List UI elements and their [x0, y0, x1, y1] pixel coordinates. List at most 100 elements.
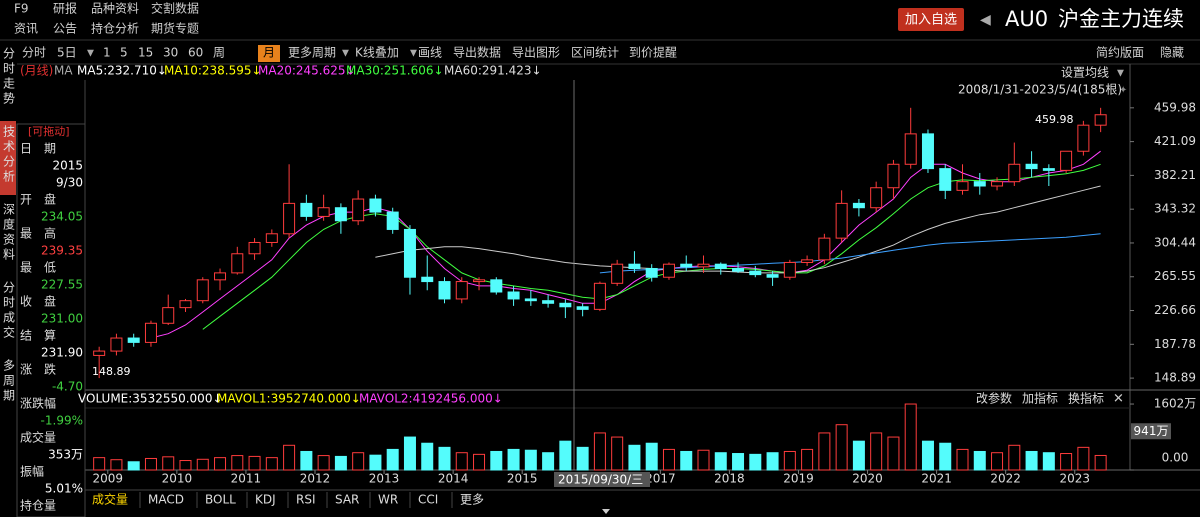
volume-bar: [317, 455, 330, 471]
candle-body: [1025, 163, 1038, 170]
volume-bar: [110, 459, 123, 471]
menu-item[interactable]: 交割数据: [151, 1, 199, 16]
y-tick-label: 459.98: [1154, 100, 1196, 114]
side-tab[interactable]: 深度资料: [2, 203, 16, 263]
volume-bar: [973, 450, 986, 471]
volume-bar: [921, 440, 934, 471]
toolbar-item[interactable]: 区间统计: [571, 46, 619, 60]
collapse-icon[interactable]: [602, 509, 610, 514]
candle-body: [766, 274, 779, 278]
side-tab-active: [0, 121, 16, 195]
x-tick-label: 2019: [783, 472, 814, 486]
x-tick-label: 2021: [921, 472, 952, 486]
toolbar-item[interactable]: 简约版面: [1096, 45, 1144, 60]
indicator-tab[interactable]: WR: [378, 493, 398, 507]
toolbar-item[interactable]: 15: [138, 46, 153, 60]
info-value: 9/30: [56, 176, 83, 190]
volume-bar: [438, 446, 451, 471]
menu-item[interactable]: 持仓分析: [91, 21, 139, 36]
toolbar-item[interactable]: 画线: [418, 46, 442, 60]
candle-body: [1094, 114, 1107, 126]
menu-item[interactable]: 研报: [53, 1, 77, 16]
candle-body: [507, 291, 520, 300]
cursor-value-label: 941万: [1134, 424, 1169, 438]
menu-item[interactable]: F9: [14, 2, 29, 16]
indicator-tab[interactable]: SAR: [335, 493, 359, 507]
toolbar-item[interactable]: 隐藏: [1160, 46, 1184, 60]
side-tab[interactable]: 分时成交: [2, 281, 16, 341]
ma-value: MA60:291.423↓: [444, 64, 542, 78]
add-watchlist-button[interactable]: [898, 8, 964, 31]
x-tick-label: 2020: [852, 472, 883, 486]
info-value: -4.70: [52, 380, 83, 394]
candle-body: [300, 202, 313, 217]
candle-body: [1077, 124, 1090, 152]
candle-body: [231, 253, 244, 274]
side-tab[interactable]: 多周期: [2, 359, 16, 404]
toolbar-item[interactable]: 1: [103, 46, 111, 60]
toolbar-item[interactable]: 周: [213, 46, 225, 60]
side-tab[interactable]: 分时走势: [2, 47, 16, 107]
indicator-tab[interactable]: KDJ: [255, 493, 276, 507]
indicator-button[interactable]: 换指标: [1068, 391, 1104, 406]
toolbar-item[interactable]: 到价提醒: [629, 45, 677, 60]
info-label: 最 低: [20, 261, 56, 275]
volume-bar: [179, 460, 192, 471]
toolbar-item[interactable]: 导出数据: [453, 45, 501, 60]
toolbar-item[interactable]: 导出图形: [512, 46, 560, 60]
ma-value: MA5:232.710↓: [77, 64, 167, 78]
candle-body: [611, 263, 624, 284]
prev-arrow-icon[interactable]: ◀: [980, 12, 991, 28]
info-value: 239.35: [41, 244, 83, 258]
volume-bar: [542, 452, 555, 471]
menu-item[interactable]: 资讯: [14, 22, 38, 36]
candle-body: [801, 259, 814, 263]
indicator-tab[interactable]: MACD: [148, 493, 184, 507]
y-tick-label: 304.44: [1154, 235, 1196, 249]
info-value: 227.55: [41, 278, 83, 292]
volume-bar: [421, 442, 434, 471]
volume-bar: [870, 432, 883, 471]
indicator-tab[interactable]: 成交量: [92, 492, 128, 507]
toolbar-item[interactable]: 分时: [22, 46, 46, 60]
info-label: 结 算: [20, 328, 56, 343]
indicator-tab[interactable]: RSI: [296, 493, 316, 507]
info-label: 成交量: [20, 430, 56, 445]
ma-setting[interactable]: 设置均线: [1061, 66, 1109, 80]
volume-bar: [283, 444, 296, 471]
toolbar-item[interactable]: 60: [188, 46, 203, 60]
menu-item[interactable]: 品种资料: [91, 2, 139, 16]
y-tick-label: 226.66: [1154, 303, 1196, 317]
toolbar-item[interactable]: 30: [163, 46, 178, 60]
candle-body: [403, 228, 416, 278]
toolbar-item[interactable]: K线叠加: [355, 46, 399, 60]
toolbar-item[interactable]: 5: [120, 46, 128, 60]
toolbar-item[interactable]: 5日: [57, 46, 77, 60]
candle-body: [127, 337, 140, 343]
x-tick-label: 2015: [507, 472, 538, 486]
volume-bar: [196, 458, 209, 471]
add-watchlist-label[interactable]: 加入自选: [905, 13, 957, 28]
candle-body: [1008, 163, 1021, 183]
side-tab[interactable]: 技术分析: [2, 125, 16, 185]
indicator-button[interactable]: 改参数: [976, 391, 1012, 406]
indicator-tab[interactable]: BOLL: [205, 493, 236, 507]
toolbar-item[interactable]: 月: [263, 46, 275, 60]
indicator-button[interactable]: 加指标: [1022, 391, 1058, 406]
close-icon[interactable]: ✕: [1113, 392, 1124, 407]
volume-bar: [593, 432, 606, 471]
candle-body: [110, 337, 123, 352]
volume-bar: [1042, 452, 1055, 471]
menu-item[interactable]: 公告: [53, 22, 77, 36]
y-tick-label: 382.21: [1154, 168, 1196, 182]
candle-body: [852, 202, 865, 209]
toolbar-item[interactable]: 更多周期: [288, 46, 336, 60]
indicator-tab[interactable]: CCI: [418, 493, 438, 507]
info-value: 231.00: [41, 312, 83, 326]
menu-item[interactable]: 期货专题: [151, 21, 199, 36]
candle-body: [939, 168, 952, 191]
indicator-tab[interactable]: 更多: [460, 493, 484, 507]
candle-body: [818, 237, 831, 261]
vol-indicator: MAVOL2:4192456.000↓: [359, 392, 503, 406]
info-value: 353万: [48, 448, 83, 462]
